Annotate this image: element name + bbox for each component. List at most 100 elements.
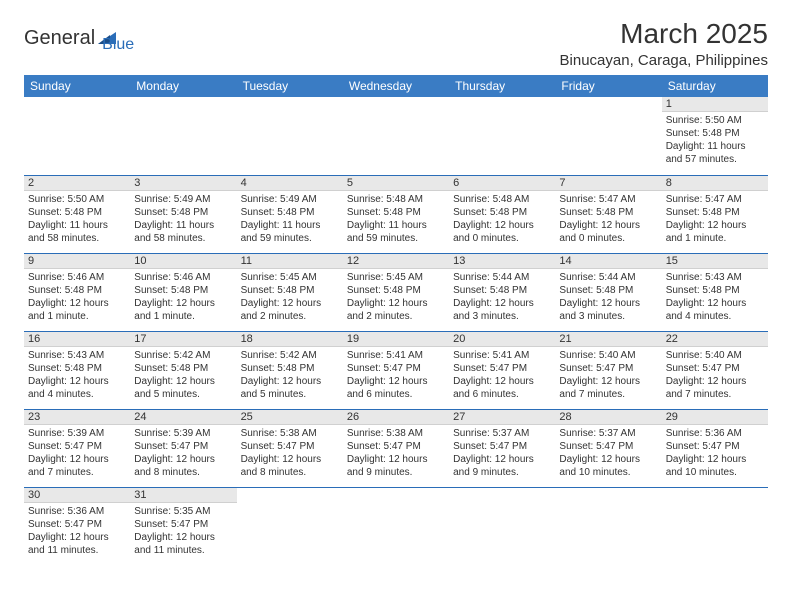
sunset-text: Sunset: 5:48 PM <box>666 127 764 140</box>
calendar-cell: 9Sunrise: 5:46 AMSunset: 5:48 PMDaylight… <box>24 253 130 331</box>
sunrise-text: Sunrise: 5:40 AM <box>666 349 764 362</box>
day-number: 7 <box>555 176 661 191</box>
day-number: 23 <box>24 410 130 425</box>
day-content: Sunrise: 5:44 AMSunset: 5:48 PMDaylight:… <box>555 269 661 325</box>
sunset-text: Sunset: 5:48 PM <box>134 362 232 375</box>
calendar-cell: 26Sunrise: 5:38 AMSunset: 5:47 PMDayligh… <box>343 409 449 487</box>
sunrise-text: Sunrise: 5:41 AM <box>347 349 445 362</box>
day-content: Sunrise: 5:46 AMSunset: 5:48 PMDaylight:… <box>24 269 130 325</box>
day-content: Sunrise: 5:36 AMSunset: 5:47 PMDaylight:… <box>24 503 130 559</box>
calendar-head: SundayMondayTuesdayWednesdayThursdayFrid… <box>24 75 768 97</box>
calendar-cell <box>449 97 555 175</box>
day-content: Sunrise: 5:50 AMSunset: 5:48 PMDaylight:… <box>24 191 130 247</box>
calendar-cell: 30Sunrise: 5:36 AMSunset: 5:47 PMDayligh… <box>24 487 130 565</box>
daylight-text: Daylight: 12 hours and 0 minutes. <box>559 219 657 245</box>
sunrise-text: Sunrise: 5:46 AM <box>134 271 232 284</box>
calendar-cell: 21Sunrise: 5:40 AMSunset: 5:47 PMDayligh… <box>555 331 661 409</box>
day-header: Tuesday <box>237 75 343 97</box>
day-number: 26 <box>343 410 449 425</box>
sunset-text: Sunset: 5:48 PM <box>241 362 339 375</box>
day-number: 27 <box>449 410 555 425</box>
daylight-text: Daylight: 12 hours and 2 minutes. <box>347 297 445 323</box>
daylight-text: Daylight: 12 hours and 11 minutes. <box>28 531 126 557</box>
sunrise-text: Sunrise: 5:37 AM <box>559 427 657 440</box>
day-number: 12 <box>343 254 449 269</box>
day-content: Sunrise: 5:41 AMSunset: 5:47 PMDaylight:… <box>343 347 449 403</box>
sunrise-text: Sunrise: 5:50 AM <box>28 193 126 206</box>
sunrise-text: Sunrise: 5:48 AM <box>347 193 445 206</box>
calendar-cell: 28Sunrise: 5:37 AMSunset: 5:47 PMDayligh… <box>555 409 661 487</box>
sunset-text: Sunset: 5:48 PM <box>453 284 551 297</box>
sunrise-text: Sunrise: 5:43 AM <box>28 349 126 362</box>
calendar-cell <box>24 97 130 175</box>
day-number: 28 <box>555 410 661 425</box>
daylight-text: Daylight: 12 hours and 4 minutes. <box>666 297 764 323</box>
day-header: Thursday <box>449 75 555 97</box>
header: General Blue March 2025 Binucayan, Carag… <box>24 18 768 69</box>
sunset-text: Sunset: 5:47 PM <box>347 440 445 453</box>
calendar-cell <box>555 487 661 565</box>
sunset-text: Sunset: 5:47 PM <box>666 440 764 453</box>
day-number: 25 <box>237 410 343 425</box>
sunrise-text: Sunrise: 5:44 AM <box>453 271 551 284</box>
sunrise-text: Sunrise: 5:36 AM <box>28 505 126 518</box>
sunrise-text: Sunrise: 5:36 AM <box>666 427 764 440</box>
calendar-cell: 27Sunrise: 5:37 AMSunset: 5:47 PMDayligh… <box>449 409 555 487</box>
daylight-text: Daylight: 12 hours and 7 minutes. <box>666 375 764 401</box>
sunset-text: Sunset: 5:48 PM <box>28 206 126 219</box>
calendar-cell <box>237 97 343 175</box>
day-header: Monday <box>130 75 236 97</box>
day-content: Sunrise: 5:42 AMSunset: 5:48 PMDaylight:… <box>130 347 236 403</box>
calendar-cell: 31Sunrise: 5:35 AMSunset: 5:47 PMDayligh… <box>130 487 236 565</box>
day-content: Sunrise: 5:37 AMSunset: 5:47 PMDaylight:… <box>555 425 661 481</box>
day-number: 30 <box>24 488 130 503</box>
day-number: 31 <box>130 488 236 503</box>
sunrise-text: Sunrise: 5:45 AM <box>347 271 445 284</box>
day-number: 22 <box>662 332 768 347</box>
sunrise-text: Sunrise: 5:44 AM <box>559 271 657 284</box>
day-content: Sunrise: 5:35 AMSunset: 5:47 PMDaylight:… <box>130 503 236 559</box>
daylight-text: Daylight: 12 hours and 5 minutes. <box>241 375 339 401</box>
calendar-cell: 8Sunrise: 5:47 AMSunset: 5:48 PMDaylight… <box>662 175 768 253</box>
daylight-text: Daylight: 12 hours and 9 minutes. <box>453 453 551 479</box>
daylight-text: Daylight: 11 hours and 57 minutes. <box>666 140 764 166</box>
sunset-text: Sunset: 5:47 PM <box>241 440 339 453</box>
day-content: Sunrise: 5:50 AMSunset: 5:48 PMDaylight:… <box>662 112 768 168</box>
sunset-text: Sunset: 5:47 PM <box>453 362 551 375</box>
sunset-text: Sunset: 5:48 PM <box>559 284 657 297</box>
day-content: Sunrise: 5:45 AMSunset: 5:48 PMDaylight:… <box>237 269 343 325</box>
sunset-text: Sunset: 5:48 PM <box>241 206 339 219</box>
day-header: Saturday <box>662 75 768 97</box>
day-number: 16 <box>24 332 130 347</box>
day-number: 6 <box>449 176 555 191</box>
day-number: 3 <box>130 176 236 191</box>
calendar-cell: 20Sunrise: 5:41 AMSunset: 5:47 PMDayligh… <box>449 331 555 409</box>
calendar-cell <box>343 487 449 565</box>
sunrise-text: Sunrise: 5:37 AM <box>453 427 551 440</box>
daylight-text: Daylight: 12 hours and 9 minutes. <box>347 453 445 479</box>
day-number: 17 <box>130 332 236 347</box>
sunrise-text: Sunrise: 5:47 AM <box>559 193 657 206</box>
calendar-cell <box>343 97 449 175</box>
day-header: Wednesday <box>343 75 449 97</box>
calendar-cell <box>130 97 236 175</box>
sunrise-text: Sunrise: 5:49 AM <box>134 193 232 206</box>
sunset-text: Sunset: 5:47 PM <box>134 518 232 531</box>
day-number: 29 <box>662 410 768 425</box>
sunset-text: Sunset: 5:47 PM <box>347 362 445 375</box>
day-content: Sunrise: 5:37 AMSunset: 5:47 PMDaylight:… <box>449 425 555 481</box>
day-content: Sunrise: 5:44 AMSunset: 5:48 PMDaylight:… <box>449 269 555 325</box>
day-number: 8 <box>662 176 768 191</box>
day-number: 11 <box>237 254 343 269</box>
day-content: Sunrise: 5:40 AMSunset: 5:47 PMDaylight:… <box>555 347 661 403</box>
day-content: Sunrise: 5:47 AMSunset: 5:48 PMDaylight:… <box>555 191 661 247</box>
sunset-text: Sunset: 5:48 PM <box>134 206 232 219</box>
daylight-text: Daylight: 12 hours and 3 minutes. <box>453 297 551 323</box>
daylight-text: Daylight: 11 hours and 58 minutes. <box>28 219 126 245</box>
calendar-cell <box>237 487 343 565</box>
day-number: 21 <box>555 332 661 347</box>
day-number: 4 <box>237 176 343 191</box>
calendar-cell: 4Sunrise: 5:49 AMSunset: 5:48 PMDaylight… <box>237 175 343 253</box>
day-content: Sunrise: 5:36 AMSunset: 5:47 PMDaylight:… <box>662 425 768 481</box>
sunset-text: Sunset: 5:48 PM <box>28 362 126 375</box>
